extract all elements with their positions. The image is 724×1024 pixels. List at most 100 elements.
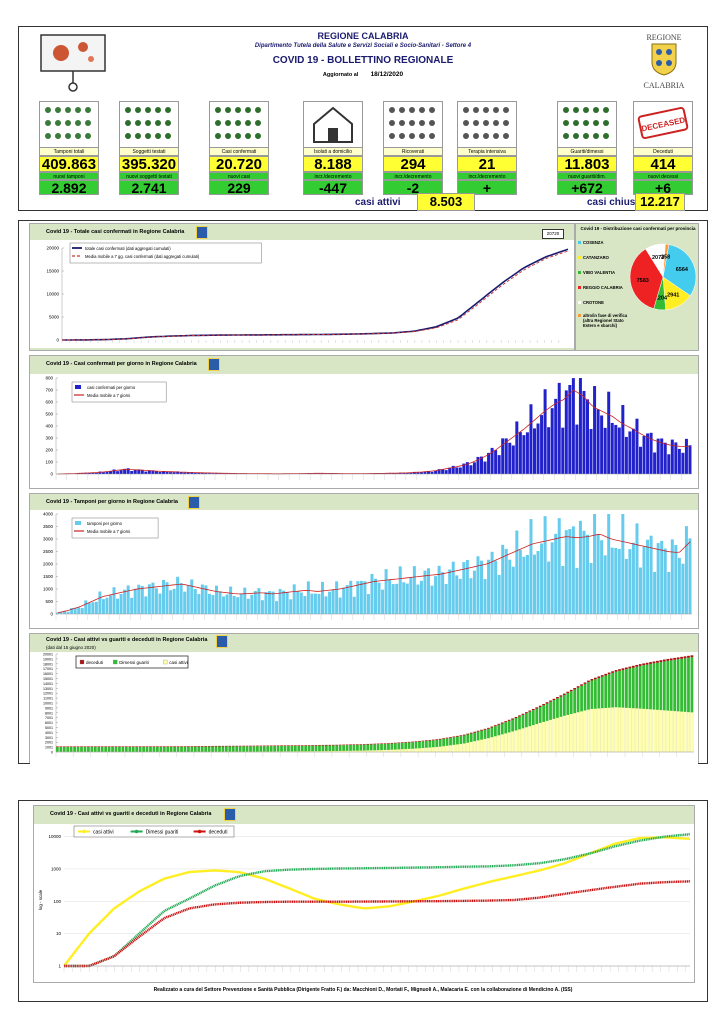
bar-deceased <box>356 744 359 745</box>
legend-label: deceduti <box>86 660 103 665</box>
bar-recovered <box>680 658 683 712</box>
y-tick-label: 10000 <box>46 292 59 297</box>
bar <box>165 471 169 474</box>
bar <box>582 390 586 474</box>
bar-active <box>383 749 387 753</box>
bar-recovered <box>214 746 218 752</box>
bar-active <box>431 747 435 753</box>
bar <box>70 608 74 614</box>
bar-deceased <box>525 712 528 714</box>
bar-deceased <box>190 746 194 747</box>
bar-deceased <box>104 746 108 747</box>
bar-deceased <box>269 745 273 747</box>
legend-label: totale casi confermati (dati aggregati c… <box>85 246 171 251</box>
bar <box>63 610 67 614</box>
bar <box>621 405 625 474</box>
bar <box>80 608 84 614</box>
bar <box>303 596 307 614</box>
bar <box>434 470 438 474</box>
bar-recovered <box>631 667 635 709</box>
bar <box>451 561 455 614</box>
bar-recovered <box>507 720 511 733</box>
bar <box>649 432 653 474</box>
y-tick-label: 10001 <box>43 702 53 706</box>
bar-deceased <box>283 745 287 746</box>
bar <box>204 585 208 614</box>
bar-deceased <box>435 739 439 740</box>
bar-recovered <box>504 722 508 734</box>
bar <box>77 607 81 614</box>
bar-recovered <box>493 726 497 737</box>
y-tick-label: 12001 <box>43 692 53 696</box>
y-tick-label: 100 <box>45 460 53 465</box>
y-tick-label: 14001 <box>43 682 53 686</box>
bar-recovered <box>656 662 659 710</box>
bar-deceased <box>607 672 611 675</box>
card-label: Ricoverati <box>383 147 443 156</box>
bar-deceased <box>166 746 170 747</box>
bar <box>183 591 187 614</box>
bar-deceased <box>338 744 342 746</box>
bar-active <box>649 709 653 753</box>
bar-deceased <box>62 746 66 748</box>
bar-deceased <box>645 662 649 665</box>
bar-deceased <box>383 743 387 744</box>
bar <box>557 382 561 474</box>
bar <box>388 473 392 474</box>
bar-recovered <box>535 708 539 724</box>
bar <box>525 555 529 614</box>
y-tick-label: 100 <box>53 899 61 904</box>
bar-deceased <box>638 664 642 666</box>
bar-active <box>407 748 411 753</box>
bar-deceased <box>376 743 380 745</box>
card-value: 414 <box>633 156 693 173</box>
bar <box>395 473 399 474</box>
bar-deceased <box>242 745 245 747</box>
bar <box>635 523 639 614</box>
bar-recovered <box>525 713 528 728</box>
cumulative-badge: 20720 <box>542 229 564 239</box>
bar-active <box>580 711 584 753</box>
daily-cases-title: Covid 19 - Casi confermati per giorno in… <box>46 361 197 367</box>
legend-swatch <box>578 313 581 317</box>
y-tick-label: 3500 <box>43 524 54 529</box>
bar <box>253 591 257 614</box>
pie-legend-item: COSENZA <box>578 240 634 245</box>
bar-recovered <box>390 743 394 750</box>
bar-deceased <box>311 745 314 746</box>
bar-active <box>500 734 504 753</box>
daily-tests-panel: Covid 19 - Tamponi per giorno in Regione… <box>29 493 699 629</box>
bar <box>543 389 547 474</box>
bar-deceased <box>442 738 446 739</box>
bar <box>137 469 141 474</box>
bar <box>448 569 452 614</box>
bar <box>564 530 568 614</box>
bar-deceased <box>614 670 618 672</box>
bar-deceased <box>597 676 601 678</box>
bar <box>522 435 526 474</box>
bar-active <box>476 740 480 753</box>
bar-active <box>545 720 549 753</box>
bar-recovered <box>121 746 125 752</box>
metric-card: Casi confermati 20.720 nuovi casi 229 <box>209 101 269 196</box>
bar-deceased <box>497 723 501 725</box>
bar <box>179 583 183 614</box>
bar-recovered <box>369 744 373 751</box>
card-label: Isolati a domicilio <box>303 147 363 156</box>
bar-recovered <box>231 746 235 752</box>
bar <box>176 576 180 614</box>
bar <box>511 566 515 614</box>
bar-recovered <box>83 747 87 752</box>
bar-deceased <box>583 682 587 684</box>
cumulative-chart-title: Covid 19 - Totale casi confermati in Reg… <box>46 229 185 235</box>
bar-recovered <box>618 670 621 708</box>
card-value: 294 <box>383 156 443 173</box>
bar-recovered <box>273 746 277 752</box>
bar <box>98 591 102 614</box>
bar-active <box>531 724 535 753</box>
bar-recovered <box>156 746 159 752</box>
bar-active <box>590 708 594 753</box>
bar <box>232 595 236 614</box>
bar-deceased <box>490 726 494 728</box>
bar-recovered <box>425 740 428 748</box>
